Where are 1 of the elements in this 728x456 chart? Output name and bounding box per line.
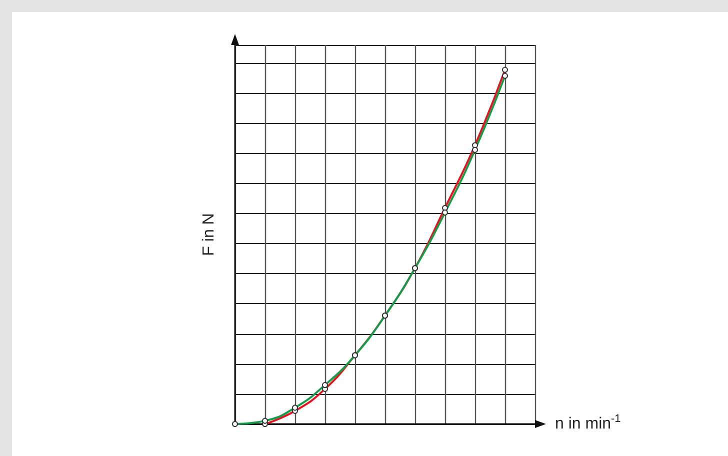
y-axis-title: F in N bbox=[200, 213, 218, 256]
